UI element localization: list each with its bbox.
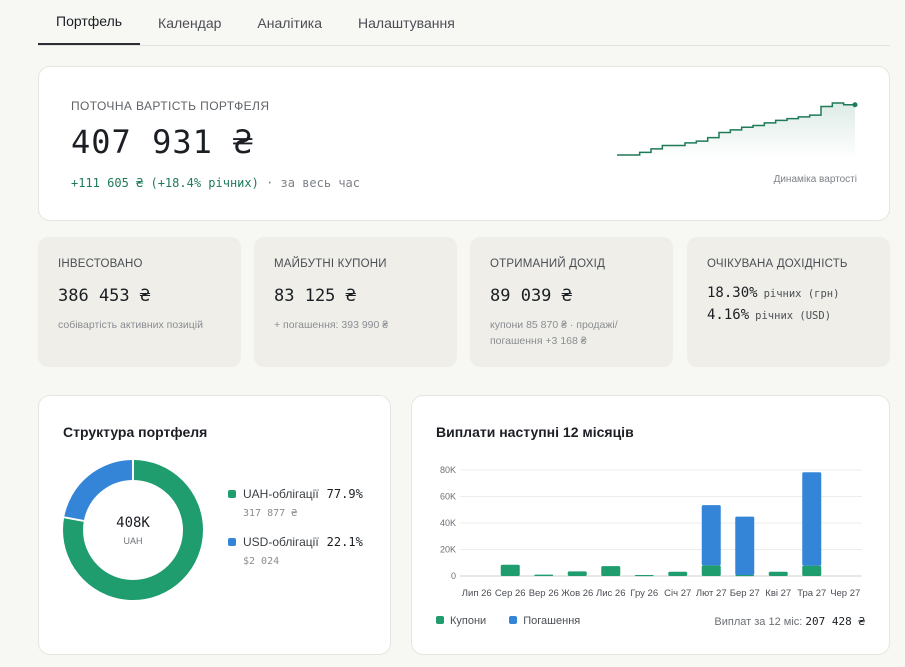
- uah-bonds-swatch: [228, 490, 236, 498]
- y-tick-label: 40K: [440, 518, 456, 528]
- x-tick-label: Лют 27: [696, 588, 727, 599]
- invested-note: собівартість активних позицій: [58, 319, 203, 331]
- invested-card: ІНВЕСТОВАНО 386 453 ₴ собівартість актив…: [38, 237, 241, 367]
- payments-total-value: 207 428 ₴: [805, 615, 865, 628]
- future-coupons-value: 83 125 ₴: [274, 286, 356, 306]
- coupons-label: Купони: [450, 615, 487, 627]
- sparkline-end-point: [852, 102, 858, 108]
- yield-usd-value: 4.16%: [707, 307, 750, 323]
- legend-usd-bonds: USD-облігації 22.1%: [228, 535, 363, 549]
- x-tick-label: Чер 27: [830, 588, 860, 599]
- usd-bonds-amount: $2 024: [243, 556, 280, 567]
- sparkline-area: [617, 103, 855, 159]
- received-income-card: ОТРИМАНИЙ ДОХІД 89 039 ₴ купони 85 870 ₴…: [470, 237, 673, 367]
- usd-bonds-pct: 22.1%: [326, 535, 363, 549]
- value-sparkline: [617, 102, 858, 159]
- donut-center-value: 408K: [116, 515, 150, 531]
- x-tick-label: Кві 27: [765, 588, 791, 599]
- portfolio-value: 407 931 ₴: [71, 123, 254, 161]
- bar-coupons[interactable]: [500, 564, 520, 576]
- structure-donut-chart: [63, 460, 203, 600]
- tab-portfolio[interactable]: Портфель: [38, 0, 141, 45]
- structure-title: Структура портфеля: [63, 424, 208, 440]
- x-tick-label: Сер 26: [495, 588, 526, 599]
- usd-bonds-name: USD-облігації: [243, 535, 319, 549]
- bar-coupons[interactable]: [768, 571, 788, 576]
- received-income-note: купони 85 870 ₴ · продажі/погашення +3 1…: [490, 319, 618, 347]
- coupons-swatch: [436, 616, 444, 624]
- sparkline-caption: Динаміка вартості: [773, 174, 857, 185]
- yield-usd-row: 4.16% річних (USD): [707, 306, 831, 323]
- portfolio-change-period: · за весь час: [266, 176, 360, 190]
- x-tick-label: Вер 26: [529, 588, 559, 599]
- yield-usd-sub: річних (USD): [755, 310, 832, 322]
- received-income-label: ОТРИМАНИЙ ДОХІД: [490, 258, 606, 270]
- x-tick-label: Жов 26: [561, 588, 593, 599]
- bar-redemptions[interactable]: [802, 472, 822, 566]
- tab-calendar[interactable]: Календар: [158, 14, 222, 31]
- bar-coupons[interactable]: [534, 574, 554, 576]
- bar-coupons[interactable]: [601, 566, 621, 576]
- redemptions-swatch: [509, 616, 518, 624]
- bar-redemptions[interactable]: [735, 516, 755, 575]
- portfolio-structure-card: Структура портфеля 408K UAH UAH-облігаці…: [38, 395, 391, 655]
- bar-coupons[interactable]: [634, 574, 654, 577]
- future-coupons-note: + погашення: 393 990 ₴: [274, 319, 389, 331]
- tab-settings[interactable]: Налаштування: [358, 14, 455, 31]
- y-tick-label: 0: [451, 571, 456, 581]
- payments-title: Виплати наступні 12 місяців: [436, 424, 634, 440]
- future-coupons-card: МАЙБУТНІ КУПОНИ 83 125 ₴ + погашення: 39…: [254, 237, 457, 367]
- y-tick-label: 80K: [440, 465, 456, 475]
- x-tick-label: Січ 27: [664, 588, 691, 599]
- y-tick-label: 20K: [440, 545, 456, 555]
- legend-redemptions: Погашення: [509, 615, 580, 627]
- future-coupons-label: МАЙБУТНІ КУПОНИ: [274, 258, 387, 270]
- bar-coupons[interactable]: [567, 571, 587, 576]
- x-tick-label: Тра 27: [797, 588, 826, 599]
- uah-bonds-amount: 317 877 ₴: [243, 508, 298, 519]
- x-tick-label: Лис 26: [596, 588, 626, 599]
- bar-coupons[interactable]: [668, 571, 688, 576]
- expected-yield-card: ОЧІКУВАНА ДОХІДНІСТЬ 18.30% річних (грн) …: [687, 237, 890, 367]
- legend-coupons: Купони: [436, 615, 486, 627]
- bar-redemptions[interactable]: [701, 505, 721, 566]
- donut-separator: [63, 516, 85, 522]
- portfolio-change: +111 605 ₴ (+18.4% річних) · за весь час: [71, 176, 360, 190]
- x-tick-label: Бер 27: [730, 588, 760, 599]
- bar-coupons[interactable]: [735, 574, 755, 577]
- y-tick-label: 60K: [440, 492, 456, 502]
- portfolio-change-amount: +111 605 ₴ (+18.4% річних): [71, 176, 259, 190]
- bar-coupons[interactable]: [701, 565, 721, 576]
- yield-uah-value: 18.30%: [707, 285, 758, 301]
- invested-value: 386 453 ₴: [58, 286, 151, 306]
- donut-center-currency: UAH: [123, 536, 143, 546]
- invested-label: ІНВЕСТОВАНО: [58, 258, 143, 270]
- main-tabs: Портфель Календар Аналітика Налаштування: [38, 0, 890, 46]
- payments-total-label: Виплат за 12 міс:: [714, 616, 803, 628]
- tab-analytics[interactable]: Аналітика: [257, 14, 323, 31]
- payments-total: Виплат за 12 міс: 207 428 ₴: [714, 615, 865, 628]
- received-income-value: 89 039 ₴: [490, 286, 572, 306]
- portfolio-value-card: ПОТОЧНА ВАРТІСТЬ ПОРТФЕЛЯ 407 931 ₴ +111…: [38, 66, 890, 221]
- portfolio-value-label: ПОТОЧНА ВАРТІСТЬ ПОРТФЕЛЯ: [71, 99, 270, 113]
- uah-bonds-name: UAH-облігації: [243, 487, 319, 501]
- yield-uah-sub: річних (грн): [763, 288, 840, 300]
- legend-uah-bonds: UAH-облігації 77.9%: [228, 487, 363, 501]
- usd-bonds-swatch: [228, 538, 236, 546]
- yield-uah-row: 18.30% річних (грн): [707, 284, 839, 301]
- uah-bonds-pct: 77.9%: [326, 487, 363, 501]
- payments-bar-chart: 0 20K 40K 60K 80K Лип 26 Сер 26 Вер 26 Жов 26 Лис…: [440, 465, 862, 599]
- payments-legend: Купони Погашення: [436, 615, 600, 627]
- expected-yield-label: ОЧІКУВАНА ДОХІДНІСТЬ: [707, 258, 848, 270]
- payments-card: Виплати наступні 12 місяців 0 20K 40K 60K 80…: [411, 395, 890, 655]
- redemptions-label: Погашення: [523, 615, 581, 627]
- sparkline-line: [617, 102, 855, 156]
- bar-coupons[interactable]: [802, 565, 822, 576]
- x-tick-label: Гру 26: [630, 588, 658, 599]
- x-tick-label: Лип 26: [462, 588, 492, 599]
